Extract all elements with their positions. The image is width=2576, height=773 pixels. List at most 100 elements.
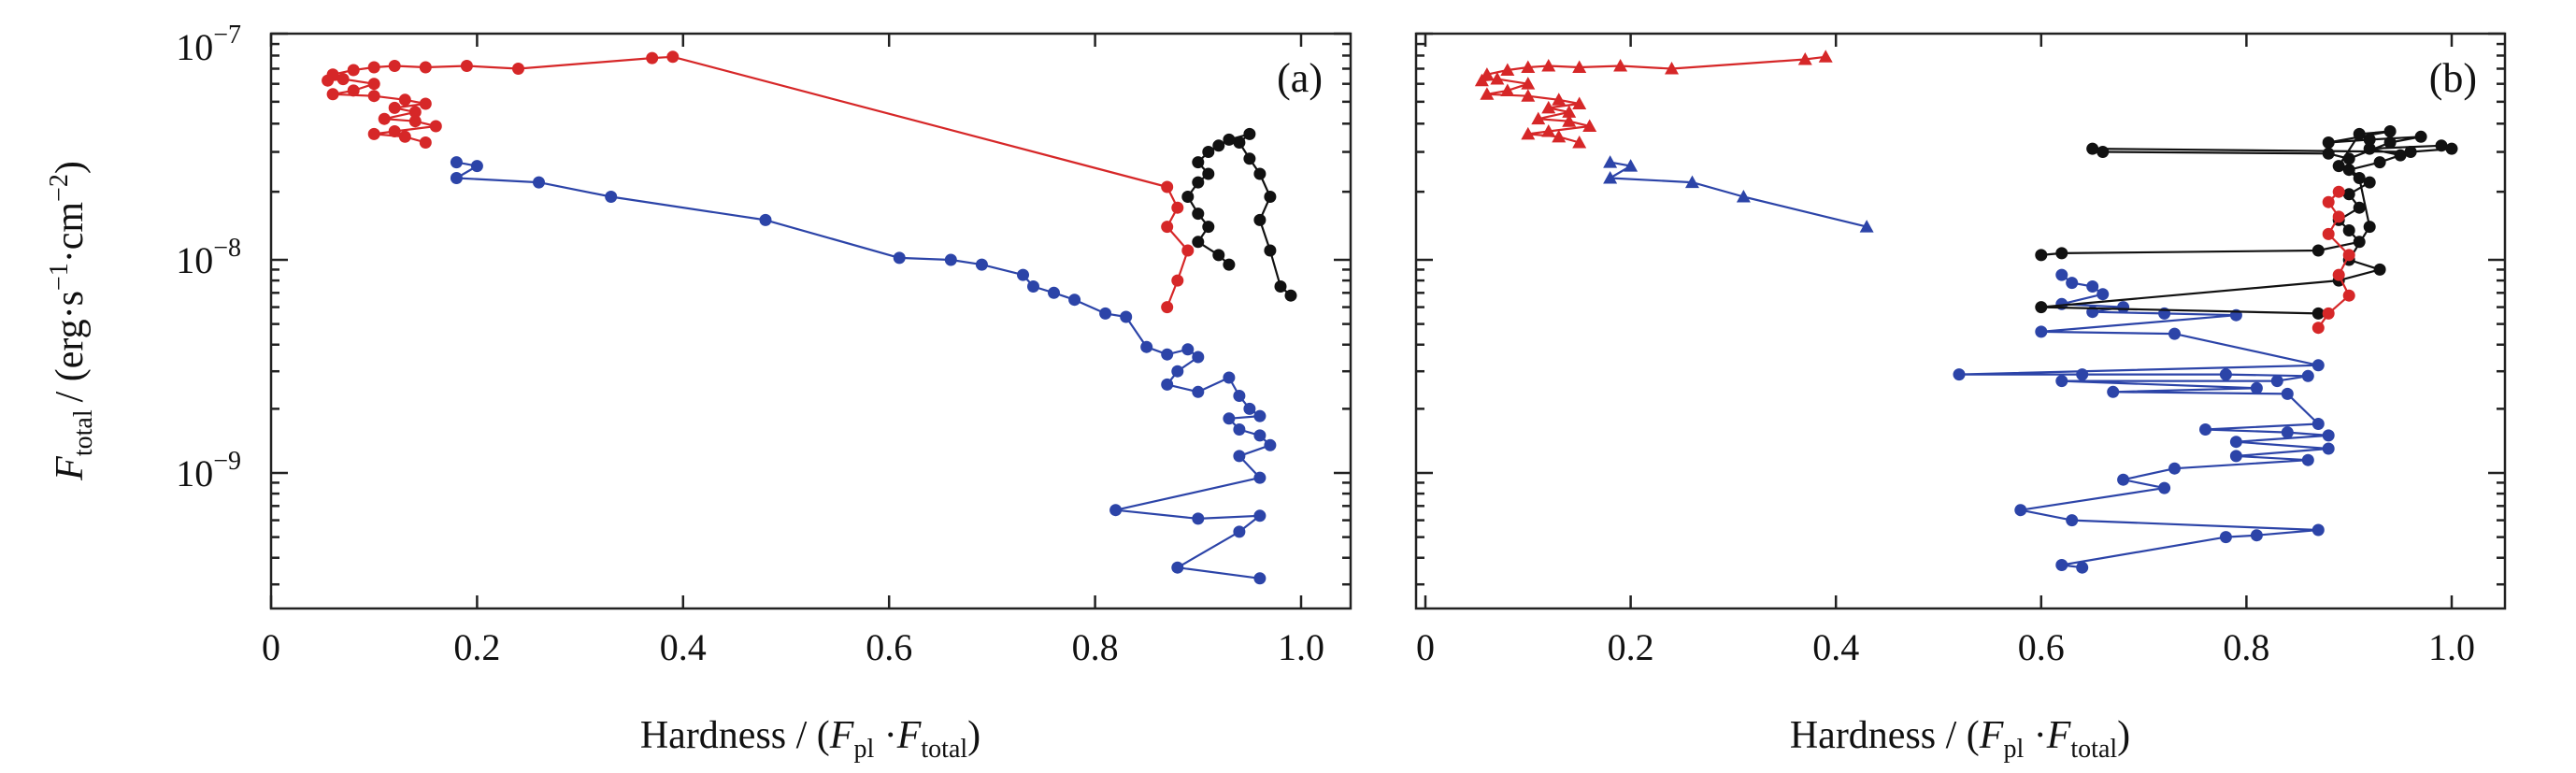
data-point	[2342, 188, 2355, 201]
data-point	[893, 251, 906, 265]
data-point	[1192, 208, 1205, 221]
data-point	[1490, 72, 1505, 85]
data-point	[1562, 105, 1577, 118]
data-point	[367, 90, 380, 103]
data-point	[944, 253, 957, 266]
data-point	[1202, 167, 1215, 180]
data-point	[2107, 385, 2120, 398]
data-point	[1161, 301, 1174, 314]
data-point	[388, 101, 401, 114]
data-point	[1253, 471, 1267, 484]
panel-a-label: (a)	[1277, 55, 1323, 101]
panel-b-series	[1474, 50, 2458, 574]
data-point	[2055, 247, 2068, 260]
data-point	[2311, 523, 2325, 537]
data-point	[2035, 325, 2048, 338]
data-point	[1562, 114, 1577, 127]
data-point	[470, 160, 483, 173]
data-point	[2383, 136, 2397, 149]
data-point	[646, 51, 659, 64]
x-tick-label: 1.0	[2428, 626, 2475, 668]
data-point	[759, 213, 772, 226]
data-point	[1161, 348, 1174, 361]
data-point	[450, 172, 463, 184]
data-point	[460, 60, 473, 72]
data-point	[2250, 381, 2263, 394]
data-point	[1572, 60, 1587, 73]
data-point	[429, 120, 442, 133]
data-point	[1068, 293, 1081, 307]
data-point	[533, 176, 545, 189]
data-point	[326, 88, 339, 101]
data-point	[2066, 277, 2079, 290]
data-point	[2322, 429, 2335, 442]
data-point	[1253, 572, 1267, 585]
data-point	[1264, 438, 1277, 451]
data-point	[2353, 127, 2366, 140]
data-point	[1192, 176, 1205, 189]
data-point	[1109, 504, 1123, 517]
series-black-2	[1181, 127, 1297, 302]
data-point	[1212, 139, 1225, 152]
data-point	[2363, 142, 2376, 155]
data-point	[2332, 268, 2345, 281]
series-blue-1	[1603, 155, 1874, 233]
data-point	[2219, 368, 2232, 381]
data-point	[2322, 147, 2335, 160]
data-point	[2394, 149, 2407, 162]
data-point	[1161, 221, 1174, 234]
data-point	[1171, 274, 1184, 287]
data-point	[347, 84, 360, 97]
data-point	[1181, 191, 1195, 203]
data-point	[1120, 310, 1133, 323]
data-point	[1027, 280, 1039, 293]
data-point	[2332, 160, 2345, 173]
series-line	[1957, 274, 2330, 569]
data-point	[1603, 170, 1618, 184]
data-point	[2414, 130, 2427, 143]
data-point	[2311, 322, 2325, 335]
panel-b-label: (b)	[2429, 55, 2477, 101]
data-point	[1264, 191, 1277, 203]
x-tick-label: 0	[1416, 626, 1435, 668]
data-point	[408, 115, 422, 128]
y-tick-label-1e-7: 10−7	[176, 21, 241, 68]
data-point	[1223, 258, 1236, 271]
data-point	[1253, 167, 1267, 180]
data-point	[1253, 429, 1267, 442]
data-point	[2055, 268, 2068, 281]
data-point	[388, 60, 401, 72]
data-point	[1953, 368, 1966, 381]
data-point	[1253, 409, 1267, 422]
data-point	[2342, 164, 2355, 177]
series-line	[2039, 130, 2454, 315]
data-point	[1582, 119, 1597, 132]
data-point	[1521, 60, 1536, 73]
data-point	[605, 191, 618, 203]
data-point	[1613, 59, 1628, 72]
data-point	[1541, 59, 1556, 72]
data-point	[2322, 307, 2335, 320]
data-point	[1192, 512, 1205, 525]
data-point	[666, 50, 680, 64]
x-tick-label: 0.8	[2223, 626, 2269, 668]
x-axis-label-a: Hardness / (Fpl ·Ftotal)	[640, 714, 980, 764]
data-point	[388, 125, 401, 137]
data-point	[1243, 152, 1256, 165]
data-point	[2373, 156, 2386, 169]
x-tick-label: 0.8	[1072, 626, 1119, 668]
data-point	[2363, 221, 2376, 234]
series-blue-1	[450, 156, 1277, 585]
data-point	[336, 73, 350, 86]
panel-a-frame	[269, 32, 1352, 610]
data-point	[1500, 83, 1515, 96]
data-point	[1521, 77, 1536, 90]
data-point	[1572, 136, 1587, 149]
data-point	[419, 97, 432, 110]
data-point	[1223, 412, 1236, 425]
data-point	[1572, 96, 1587, 109]
x-tick-label: 0	[262, 626, 280, 668]
series-red-0	[1474, 50, 1833, 149]
data-point	[1500, 63, 1515, 76]
